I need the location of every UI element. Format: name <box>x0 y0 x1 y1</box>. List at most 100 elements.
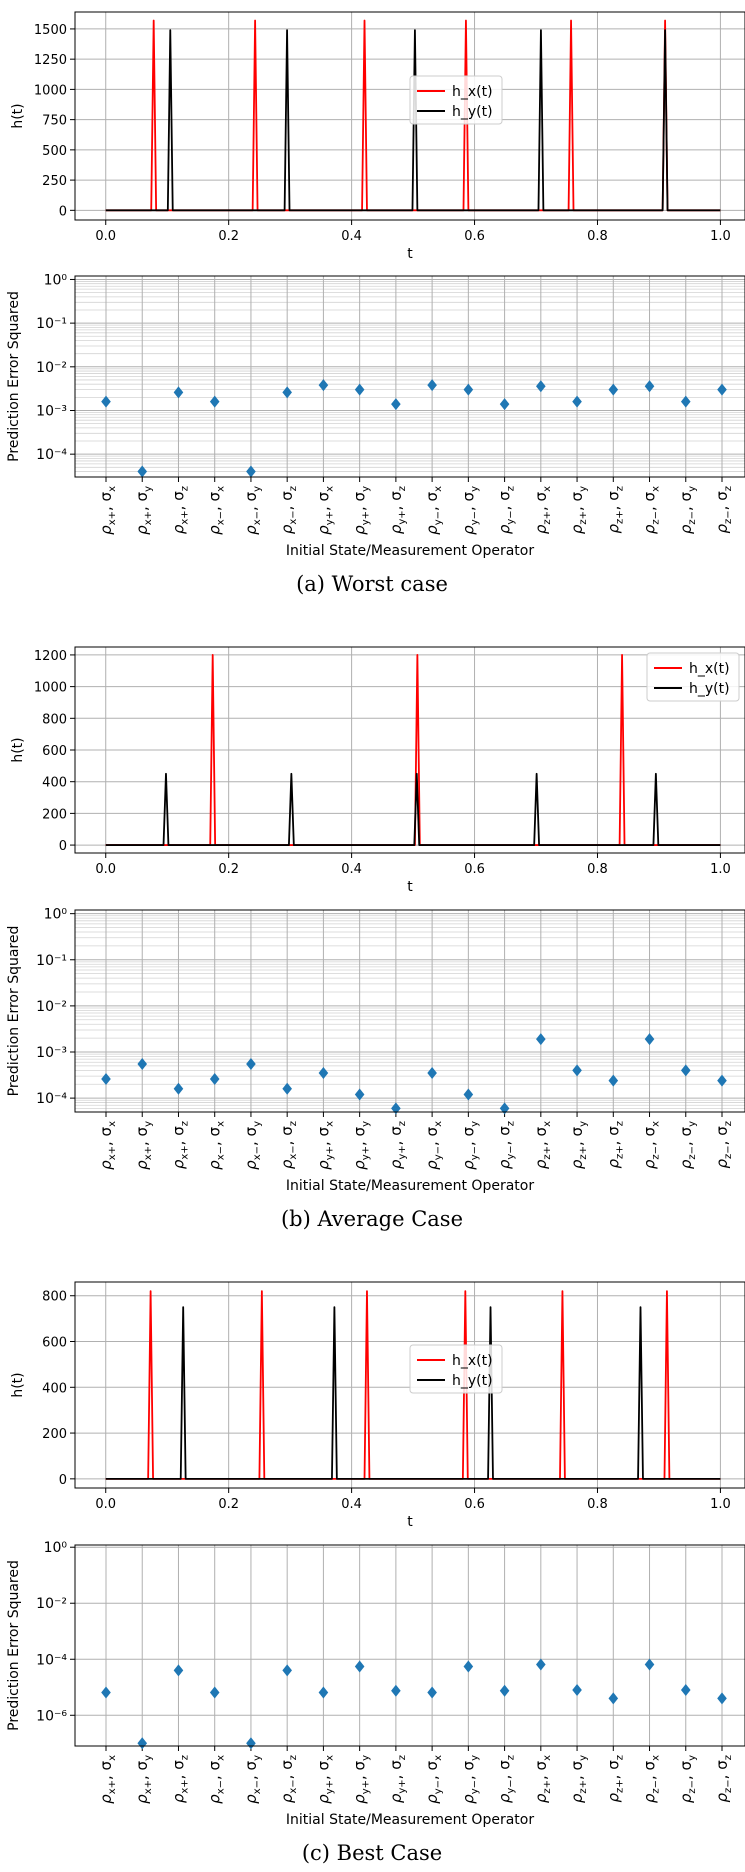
data-point <box>463 1088 474 1101</box>
x-tick-label: ρz+, σz <box>604 486 625 533</box>
tick-sep: , <box>242 1770 260 1780</box>
y-axis-label: Prediction Error Squared <box>6 926 22 1097</box>
tick-op-sub: z <box>179 1121 190 1126</box>
tick-sep: , <box>496 1770 514 1780</box>
tick-rho: ρ <box>314 1160 332 1170</box>
tick-rho: ρ <box>423 525 441 535</box>
data-point <box>717 1074 727 1087</box>
tick-sigma: σ <box>278 491 296 501</box>
tick-sigma: σ <box>641 491 659 501</box>
data-point <box>354 1088 365 1101</box>
tick-op-sub: y <box>469 486 480 492</box>
x-axis-label: Initial State/Measurement Operator <box>286 1178 534 1194</box>
legend-label-0: h_x(t) <box>452 1353 493 1369</box>
caption-0: (a) Worst case <box>296 572 448 596</box>
x-tick-label: 0.0 <box>95 229 116 244</box>
tick-sigma: σ <box>387 491 405 501</box>
tick-sep: , <box>641 1770 659 1780</box>
tick-state-sub: x− <box>252 511 263 525</box>
tick-state-sub: x− <box>216 1780 227 1794</box>
x-tick-label: 0.6 <box>464 1497 485 1512</box>
tick-sep: , <box>641 501 659 511</box>
tick-rho: ρ <box>387 1793 405 1803</box>
x-tick-label: 0.0 <box>95 862 116 877</box>
data-point <box>209 1686 220 1699</box>
tick-op-sub: z <box>506 1755 517 1760</box>
tick-sigma: σ <box>532 1126 550 1136</box>
x-tick-label: ρx+, σx <box>97 1121 118 1170</box>
x-tick-label: ρz−, σz <box>713 486 734 533</box>
tick-sep: , <box>133 501 151 511</box>
y-tick-label: 200 <box>42 807 67 822</box>
data-point <box>717 383 727 396</box>
tick-sep: , <box>314 1136 332 1146</box>
tick-op-sub: z <box>397 1755 408 1760</box>
y-tick-label: 750 <box>42 114 67 129</box>
data-point <box>572 1064 582 1077</box>
tick-sep: , <box>532 501 550 511</box>
x-tick-label: ρz+, σx <box>532 1755 553 1803</box>
tick-sep: , <box>169 1770 187 1780</box>
legend-label-1: h_y(t) <box>452 104 493 120</box>
tick-sigma: σ <box>278 1126 296 1136</box>
tick-op-sub: x <box>542 1121 553 1127</box>
tick-op-sub: y <box>361 1755 372 1761</box>
tick-op-sub: y <box>143 1755 154 1761</box>
y-tick-label: 10⁻¹ <box>36 316 67 332</box>
data-point <box>173 1082 184 1095</box>
tick-sep: , <box>242 501 260 511</box>
tick-sigma: σ <box>677 1126 695 1136</box>
x-axis-label: t <box>407 246 413 262</box>
tick-sigma: σ <box>169 1760 187 1770</box>
x-tick-label: 1.0 <box>710 229 731 244</box>
y-tick-label: 10⁻¹ <box>36 953 67 969</box>
caption-2: (c) Best Case <box>302 1841 442 1865</box>
tick-op-sub: x <box>216 486 227 492</box>
tick-sep: , <box>604 501 622 511</box>
tick-sigma: σ <box>133 491 151 501</box>
tick-sep: , <box>97 501 115 511</box>
tick-rho: ρ <box>604 523 622 533</box>
x-tick-label: ρy−, σx <box>423 1755 444 1804</box>
tick-state-sub: z− <box>723 1145 734 1159</box>
y-tick-label: 10⁻⁴ <box>36 1091 67 1107</box>
tick-sigma: σ <box>206 491 224 501</box>
tick-rho: ρ <box>133 1794 151 1804</box>
x-tick-label: ρx+, σz <box>169 1755 190 1803</box>
tick-state-sub: y− <box>469 1146 480 1160</box>
y-axis-label: Prediction Error Squared <box>6 1560 22 1731</box>
tick-op-sub: y <box>252 1755 263 1761</box>
tick-op-sub: x <box>651 1755 662 1761</box>
x-tick-label: ρy−, σx <box>423 1121 444 1170</box>
tick-state-sub: x− <box>288 1145 299 1159</box>
data-point <box>427 379 437 392</box>
tick-rho: ρ <box>423 1160 441 1170</box>
tick-op-sub: y <box>687 486 698 492</box>
x-tick-label: 0.4 <box>341 229 362 244</box>
y-tick-label: 1000 <box>34 681 67 696</box>
tick-rho: ρ <box>604 1792 622 1802</box>
legend: h_x(t) h_y(t) <box>409 1344 503 1394</box>
tick-rho: ρ <box>351 1794 369 1804</box>
tick-sep: , <box>387 1136 405 1146</box>
tick-rho: ρ <box>97 525 115 535</box>
tick-sigma: σ <box>568 491 586 501</box>
tick-state-sub: y− <box>506 510 517 524</box>
tick-op-sub: x <box>107 1755 118 1761</box>
x-tick-label: 0.8 <box>587 1497 608 1512</box>
y-tick-label: 10⁻⁴ <box>36 447 67 463</box>
tick-rho: ρ <box>496 1159 514 1169</box>
x-tick-label: ρz+, σy <box>568 1121 589 1169</box>
data-point <box>209 1072 220 1085</box>
tick-rho: ρ <box>133 525 151 535</box>
tick-sigma: σ <box>242 1126 260 1136</box>
tick-sep: , <box>206 501 224 511</box>
tick-sep: , <box>459 1770 477 1780</box>
tick-sep: , <box>97 1770 115 1780</box>
tick-sigma: σ <box>242 491 260 501</box>
tick-rho: ρ <box>206 1160 224 1170</box>
x-tick-label: ρy−, σz <box>496 1755 517 1803</box>
x-tick-label: ρy−, σz <box>496 1121 517 1169</box>
tick-op-sub: y <box>578 1121 589 1127</box>
tick-sep: , <box>206 1770 224 1780</box>
